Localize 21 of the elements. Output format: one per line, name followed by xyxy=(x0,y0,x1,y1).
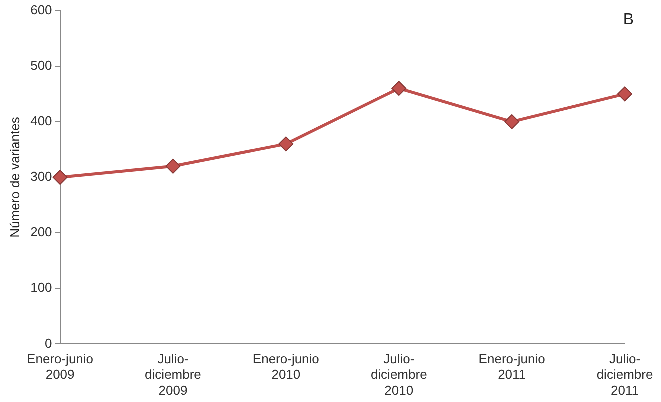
x-tick-label: Enero-junio 2010 xyxy=(252,352,320,382)
y-axis-title: Número de variantes xyxy=(7,116,22,238)
x-tick-label: Enero-junio 2009 xyxy=(27,352,94,382)
point xyxy=(504,114,520,130)
y-tick-label: 500 xyxy=(30,58,52,73)
annotation: B xyxy=(623,11,634,28)
y-tick-label: 400 xyxy=(30,114,52,129)
y-tick-label: 600 xyxy=(30,2,52,18)
x-tick-label: Enero-junio 2011 xyxy=(478,352,546,382)
point xyxy=(278,136,294,152)
y-tick-label: 200 xyxy=(30,224,52,240)
point xyxy=(392,81,407,96)
x-tick-label: Julio- diciembre 2009 xyxy=(145,352,202,398)
y-tick-label: 300 xyxy=(30,169,52,184)
point xyxy=(166,158,181,174)
y-tick-label: 100 xyxy=(30,280,52,296)
y-tick-label: 0 xyxy=(45,336,52,351)
point xyxy=(618,86,632,102)
x-tick-label: Julio- diciembre 2011 xyxy=(596,352,654,398)
point xyxy=(52,170,68,185)
x-tick-label: Julio- diciembre 2010 xyxy=(370,352,428,398)
